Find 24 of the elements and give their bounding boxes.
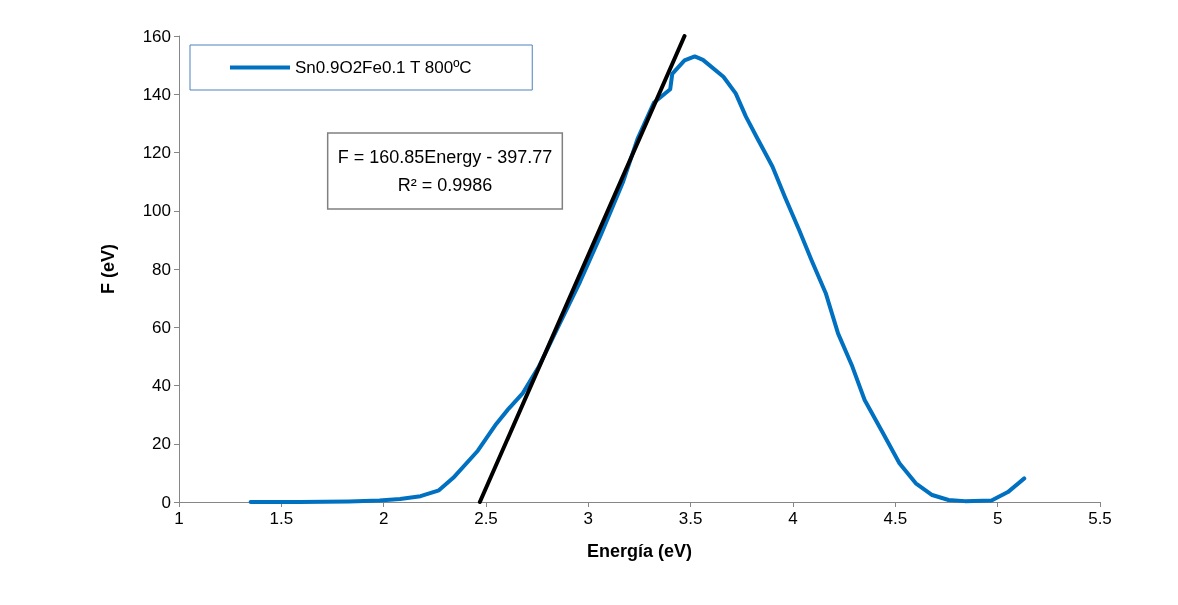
x-tick-label: 2 [378,509,389,528]
annotation: F = 160.85Energy - 397.77 [337,147,553,167]
x-tick-label: 1 [174,509,184,528]
y-tick-label: 160 [142,26,171,46]
x-tick-label: 3 [583,509,594,528]
y-axis-title: F (eV) [98,243,118,295]
x-tick-label: 4 [788,509,798,528]
x-tick-label: 5 [992,509,1003,528]
x-axis-title: Energía (eV) [586,541,693,561]
y-tick-label: 0 [161,492,171,512]
x-tick-label: 1.5 [269,509,294,528]
y-tick-label: 60 [152,317,171,337]
annotation: R² = 0.9986 [397,175,493,195]
y-tick-label: 100 [142,201,171,221]
x-tick-label: 4.5 [883,509,908,528]
y-tick-label: 40 [152,376,171,395]
y-tick-label: 140 [142,84,171,104]
y-tick-label: 120 [142,143,171,162]
legend-label: Sn0.9O2Fe0.1 T 800ºC [295,58,472,77]
y-tick-label: 80 [152,259,171,279]
x-tick-label: 3.5 [678,509,703,528]
x-tick-label: 5.5 [1088,509,1112,528]
x-tick-label: 2.5 [474,509,498,528]
y-tick-label: 20 [152,434,171,454]
